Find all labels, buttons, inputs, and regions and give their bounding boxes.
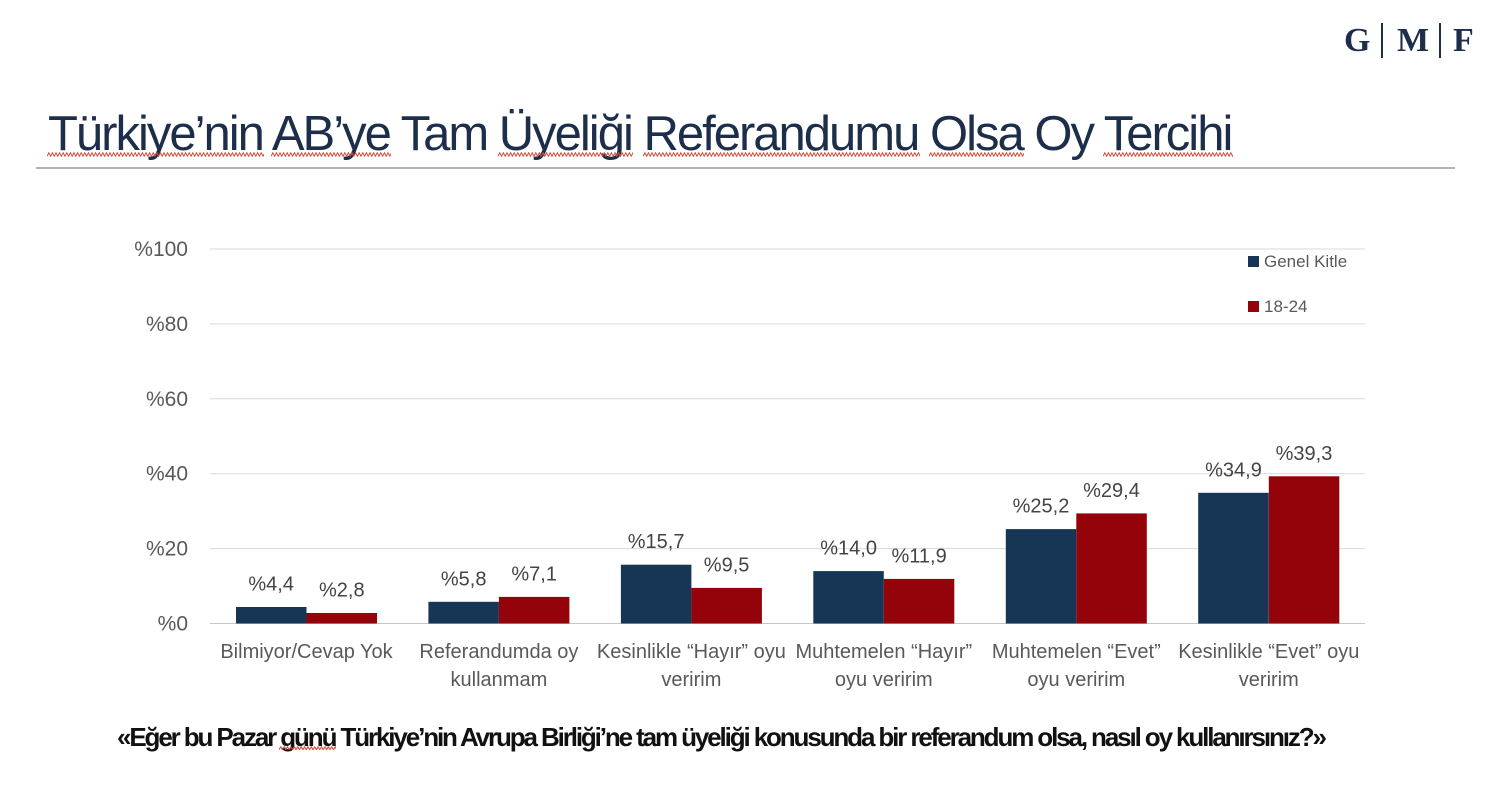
- svg-text:%39,3: %39,3: [1276, 443, 1333, 465]
- svg-text:%9,5: %9,5: [704, 554, 750, 576]
- svg-text:oyu veririm: oyu veririm: [835, 669, 933, 691]
- svg-text:%29,4: %29,4: [1083, 480, 1140, 502]
- svg-text:%5,8: %5,8: [441, 568, 487, 590]
- svg-text:%11,9: %11,9: [891, 545, 946, 567]
- svg-text:18-24: 18-24: [1264, 297, 1307, 316]
- svg-text:oyu veririm: oyu veririm: [1027, 669, 1125, 691]
- svg-text:%15,7: %15,7: [628, 531, 685, 553]
- svg-text:%60: %60: [146, 388, 188, 411]
- svg-text:%25,2: %25,2: [1013, 496, 1070, 518]
- svg-text:%34,9: %34,9: [1205, 459, 1262, 481]
- svg-text:%80: %80: [146, 313, 188, 336]
- svg-text:%4,4: %4,4: [248, 574, 294, 596]
- svg-text:veririm: veririm: [1239, 669, 1299, 691]
- svg-text:%100: %100: [134, 238, 188, 261]
- svg-text:Muhtemelen “Evet”: Muhtemelen “Evet”: [992, 641, 1161, 663]
- svg-text:Genel Kitle: Genel Kitle: [1264, 252, 1347, 271]
- svg-text:%14,0: %14,0: [820, 538, 877, 560]
- svg-text:%0: %0: [158, 613, 188, 636]
- svg-text:kullanmam: kullanmam: [451, 669, 548, 691]
- svg-text:%7,1: %7,1: [511, 563, 557, 585]
- svg-text:veririm: veririm: [661, 669, 721, 691]
- svg-text:Referandumda oy: Referandumda oy: [419, 641, 578, 663]
- svg-text:%2,8: %2,8: [319, 580, 365, 602]
- svg-text:%20: %20: [146, 538, 188, 561]
- svg-text:Muhtemelen “Hayır”: Muhtemelen “Hayır”: [795, 641, 972, 663]
- svg-text:Bilmiyor/Cevap Yok: Bilmiyor/Cevap Yok: [220, 641, 393, 663]
- svg-text:Kesinlikle “Hayır” oyu: Kesinlikle “Hayır” oyu: [597, 641, 786, 663]
- svg-text:Kesinlikle “Evet” oyu: Kesinlikle “Evet” oyu: [1178, 641, 1359, 663]
- svg-text:%40: %40: [146, 463, 188, 486]
